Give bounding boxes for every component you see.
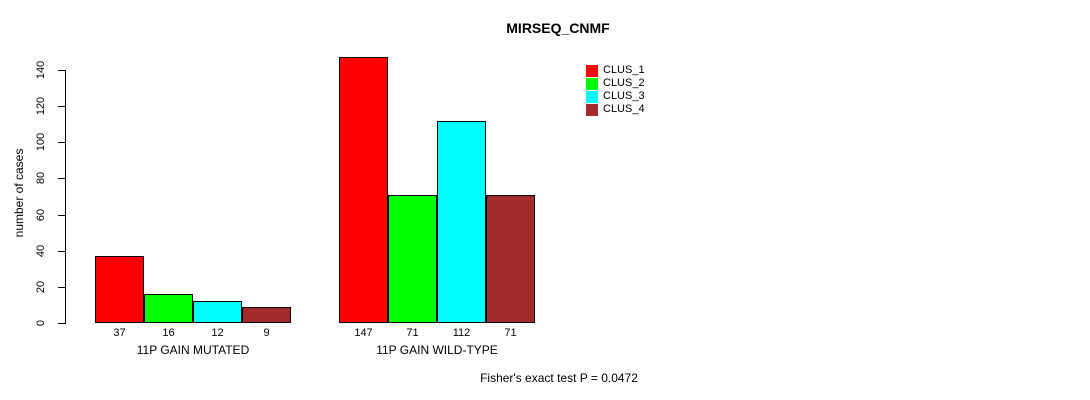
legend-swatch-clus_1 (586, 64, 598, 77)
y-axis-tick (58, 70, 65, 71)
bar-clus_1-group1 (95, 256, 144, 323)
bar-clus_1-group2 (339, 57, 388, 323)
bar-clus_2-group2 (388, 195, 437, 323)
legend-item-clus_1: CLUS_1 (586, 64, 645, 77)
legend-swatch-clus_3 (586, 90, 598, 103)
y-axis-tick-label: 80 (35, 171, 47, 185)
legend-label: CLUS_1 (603, 64, 645, 76)
legend-label: CLUS_4 (603, 103, 645, 115)
x-axis-category-label: 11P GAIN MUTATED (136, 343, 250, 357)
y-axis-tick (58, 323, 65, 324)
y-axis-tick (58, 215, 65, 216)
legend-item-clus_3: CLUS_3 (586, 90, 645, 103)
y-axis-tick (58, 251, 65, 252)
legend-label: CLUS_2 (603, 77, 645, 89)
bar-clus_4-group2 (486, 195, 535, 323)
y-axis-tick-label: 100 (35, 132, 47, 152)
bar-value-label: 112 (452, 327, 471, 339)
y-axis-tick (58, 287, 65, 288)
bar-value-label: 9 (263, 327, 270, 339)
y-axis-tick (58, 106, 65, 107)
legend-item-clus_2: CLUS_2 (586, 77, 645, 90)
bar-value-label: 71 (504, 327, 517, 339)
y-axis-tick-label: 40 (35, 244, 47, 258)
legend-swatch-clus_2 (586, 77, 598, 90)
y-axis-tick (58, 142, 65, 143)
bar-value-label: 37 (113, 327, 126, 339)
y-axis-tick-label: 120 (35, 96, 47, 116)
y-axis-tick-label: 60 (35, 208, 47, 222)
legend-item-clus_4: CLUS_4 (586, 103, 645, 116)
bar-value-label: 12 (211, 327, 224, 339)
bar-value-label: 71 (406, 327, 419, 339)
bar-clus_4-group1 (242, 307, 291, 323)
bar-clus_2-group1 (144, 294, 193, 323)
legend: CLUS_1 CLUS_2 CLUS_3 CLUS_4 (586, 64, 645, 116)
y-axis-tick-label: 20 (35, 280, 47, 294)
legend-label: CLUS_3 (603, 90, 645, 102)
fisher-test-annotation: Fisher's exact test P = 0.0472 (480, 371, 638, 385)
legend-swatch-clus_4 (586, 103, 598, 116)
x-axis-category-label: 11P GAIN WILD-TYPE (376, 343, 498, 357)
y-axis-line (65, 70, 66, 324)
chart-title: MIRSEQ_CNMF (506, 20, 610, 36)
bar-clus_3-group1 (193, 301, 242, 323)
bar-clus_3-group2 (437, 121, 486, 323)
y-axis-tick-label: 0 (35, 319, 47, 327)
bar-value-label: 147 (354, 327, 373, 339)
bar-value-label: 16 (162, 327, 175, 339)
y-axis-tick (58, 178, 65, 179)
y-axis-tick-label: 140 (35, 60, 47, 80)
